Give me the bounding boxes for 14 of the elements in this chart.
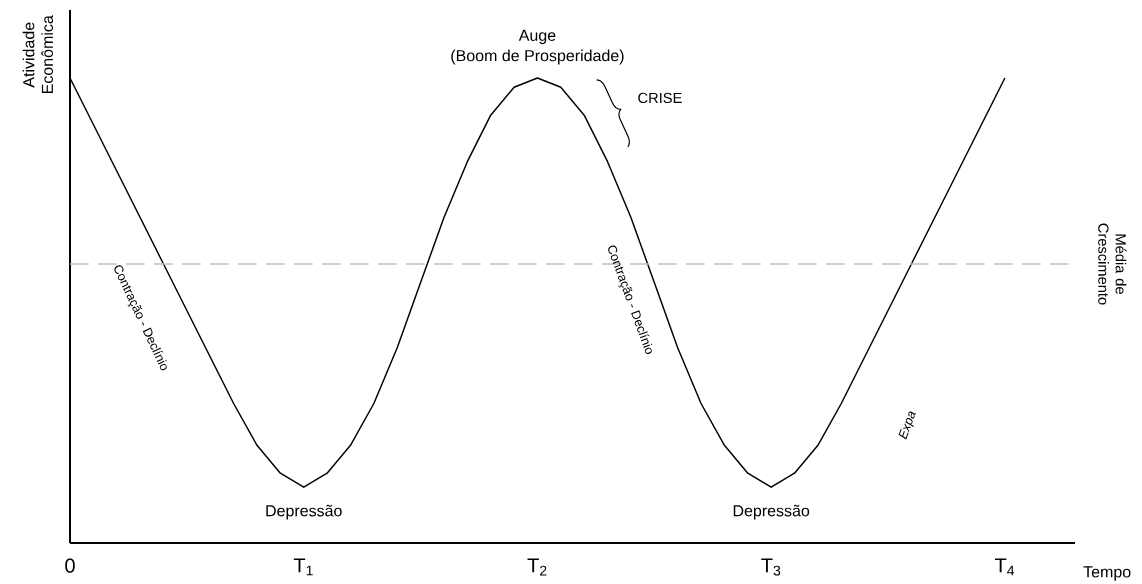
annotation: Depressão	[733, 504, 810, 520]
x-tick-label: 0	[65, 558, 75, 573]
ref-line-label: Média de Crescimento	[1098, 223, 1127, 305]
x-tick-label: T$_{3}$	[761, 558, 781, 576]
annotation: Auge	[518, 29, 556, 45]
x-tick-label: T$_{4}$	[994, 558, 1015, 576]
x-axis-title: Tempo	[1083, 566, 1131, 581]
x-tick-label: T$_{1}$	[293, 558, 313, 576]
annotation: Expa	[898, 411, 916, 440]
annotation: CRISE	[638, 92, 682, 104]
annotation: Depressão	[266, 504, 342, 520]
y-axis-title: Atividade Econômica	[22, 15, 54, 94]
annotation: (Boom de Prosperidade)	[451, 49, 624, 65]
x-tick-label: T$_{2}$	[527, 558, 547, 576]
